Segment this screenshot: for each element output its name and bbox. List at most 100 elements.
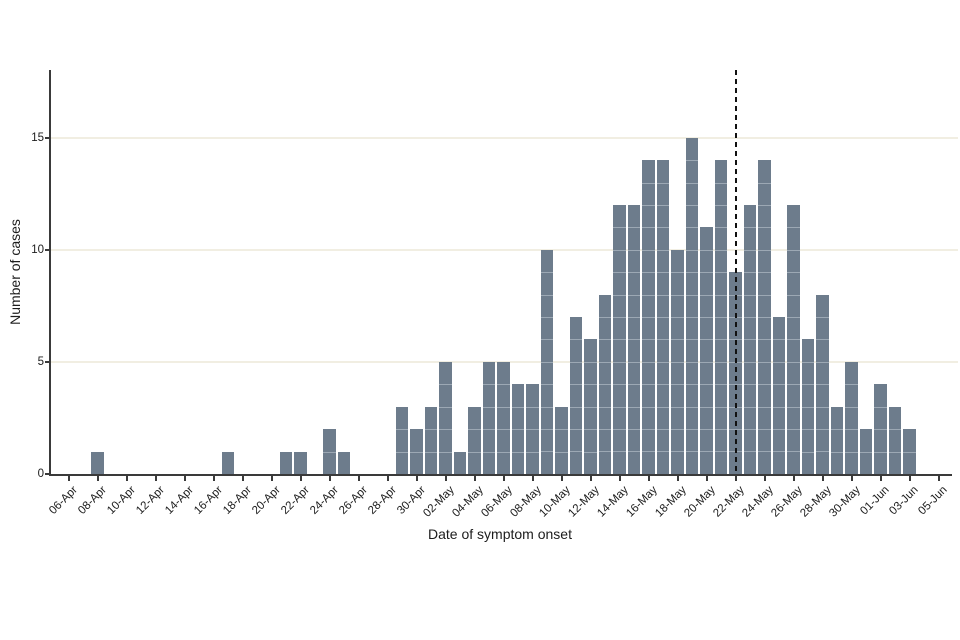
- case-cell: [758, 451, 771, 474]
- x-tick-label-text: 16-Apr: [192, 484, 225, 517]
- bar: [700, 227, 713, 474]
- case-cell: [787, 339, 800, 362]
- case-cell: [845, 429, 858, 452]
- case-cell: [671, 361, 684, 385]
- case-cell: [395, 429, 409, 452]
- case-cell: [627, 204, 641, 228]
- x-tick-label-text: 10-Apr: [105, 484, 138, 517]
- case-cell: [743, 339, 757, 362]
- case-cell: [787, 272, 800, 295]
- case-cell: [816, 384, 829, 407]
- case-cell: [482, 406, 496, 430]
- x-tick-mark: [705, 476, 708, 481]
- case-cell: [337, 451, 351, 474]
- x-tick-label-text: 01-Jun: [858, 484, 892, 518]
- bar: [511, 384, 525, 474]
- case-cell: [555, 451, 568, 474]
- case-cell: [671, 339, 684, 362]
- case-cell: [497, 406, 510, 430]
- bar: [555, 406, 568, 474]
- case-cell: [714, 361, 728, 385]
- case-cell: [816, 406, 829, 430]
- case-cell: [656, 451, 670, 474]
- outbreak-vline-dashed: [734, 70, 737, 474]
- case-cell: [685, 272, 699, 295]
- case-cell: [874, 406, 887, 430]
- case-cell: [743, 294, 757, 317]
- case-cell: [569, 451, 583, 474]
- x-tick-mark: [357, 476, 360, 481]
- case-cell: [526, 384, 539, 407]
- case-cell: [468, 451, 481, 474]
- bar: [323, 429, 336, 474]
- case-cell: [758, 428, 771, 452]
- bar: [714, 160, 728, 474]
- case-cell: [888, 429, 902, 452]
- case-cell: [758, 406, 771, 429]
- x-tick-mark: [676, 476, 679, 481]
- case-cell: [758, 272, 771, 295]
- case-cell: [540, 451, 554, 474]
- case-cell: [859, 429, 873, 452]
- case-cell: [787, 204, 800, 228]
- case-cell: [497, 384, 510, 407]
- case-cell: [468, 406, 481, 430]
- case-cell: [787, 227, 800, 250]
- case-cell: [700, 227, 713, 250]
- case-cell: [497, 451, 510, 474]
- bar: [395, 406, 409, 474]
- bar: [294, 451, 307, 474]
- case-cell: [613, 272, 626, 295]
- case-cell: [439, 384, 452, 407]
- x-tick-mark: [386, 476, 389, 481]
- case-cell: [598, 406, 612, 430]
- case-cell: [642, 294, 655, 317]
- x-tick-label-text: 05-Jun: [916, 484, 950, 518]
- bar: [453, 451, 467, 474]
- case-cell: [714, 160, 728, 183]
- x-tick-label-text: 28-May: [798, 484, 834, 520]
- case-cell: [801, 361, 815, 385]
- bar: [816, 294, 829, 474]
- bar: [598, 294, 612, 474]
- x-tick-mark: [589, 476, 592, 481]
- bar: [642, 160, 655, 474]
- case-cell: [598, 384, 612, 407]
- case-cell: [758, 361, 771, 385]
- case-cell: [772, 406, 786, 430]
- case-cell: [685, 361, 699, 385]
- case-cell: [439, 361, 452, 385]
- bar: [221, 451, 235, 474]
- case-cell: [685, 204, 699, 228]
- case-cell: [743, 204, 757, 228]
- y-tick-mark: [45, 473, 50, 475]
- x-tick-label-text: 26-May: [769, 484, 805, 520]
- case-cell: [294, 451, 307, 474]
- case-cell: [830, 429, 844, 452]
- case-cell: [613, 361, 626, 385]
- case-cell: [758, 182, 771, 205]
- case-cell: [845, 361, 858, 385]
- bar: [758, 160, 771, 474]
- case-cell: [526, 451, 539, 474]
- case-cell: [656, 294, 670, 317]
- x-tick-label-text: 28-Apr: [366, 484, 399, 517]
- x-tick-mark: [531, 476, 534, 481]
- case-cell: [888, 406, 902, 430]
- case-cell: [395, 406, 409, 430]
- case-cell: [656, 428, 670, 452]
- case-cell: [613, 406, 626, 430]
- case-cell: [656, 227, 670, 250]
- case-cell: [613, 204, 626, 228]
- case-cell: [555, 429, 568, 452]
- x-tick-label-text: 04-May: [450, 484, 486, 520]
- bar: [656, 160, 670, 474]
- case-cell: [584, 406, 597, 430]
- case-cell: [816, 317, 829, 340]
- x-tick-mark: [125, 476, 128, 481]
- case-cell: [700, 406, 713, 430]
- case-cell: [569, 384, 583, 407]
- case-cell: [482, 451, 496, 474]
- bar: [888, 406, 902, 474]
- x-tick-mark: [879, 476, 882, 481]
